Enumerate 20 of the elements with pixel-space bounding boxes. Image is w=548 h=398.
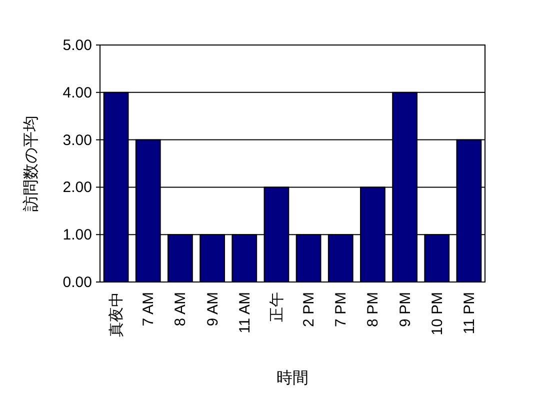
x-axis-title: 時間 (276, 369, 308, 387)
x-tick-label: 正午 (268, 292, 286, 322)
y-axis-title: 訪問数の平均 (22, 116, 40, 212)
x-tick-label: 11 AM (236, 292, 254, 334)
x-tick-label: 7 PM (332, 292, 350, 328)
x-tick-label: 10 PM (428, 292, 446, 336)
x-tick-label: 11 PM (460, 292, 478, 334)
x-tick-label: 9 AM (204, 292, 222, 326)
x-tick-label: 8 PM (364, 292, 382, 328)
x-tick-label: 9 PM (396, 292, 414, 328)
y-tick-label: 5.00 (62, 37, 92, 54)
x-tick-label: 8 AM (172, 292, 190, 326)
x-tick-label: 真夜中 (108, 292, 126, 337)
y-tick-label: 3.00 (62, 132, 92, 149)
y-tick-label: 0.00 (62, 274, 92, 291)
y-tick-label: 4.00 (62, 84, 92, 102)
x-tick-label: 2 PM (300, 292, 318, 328)
x-tick-label: 7 AM (140, 292, 158, 326)
y-tick-label: 2.00 (62, 179, 92, 196)
y-tick-label: 1.00 (62, 226, 92, 244)
